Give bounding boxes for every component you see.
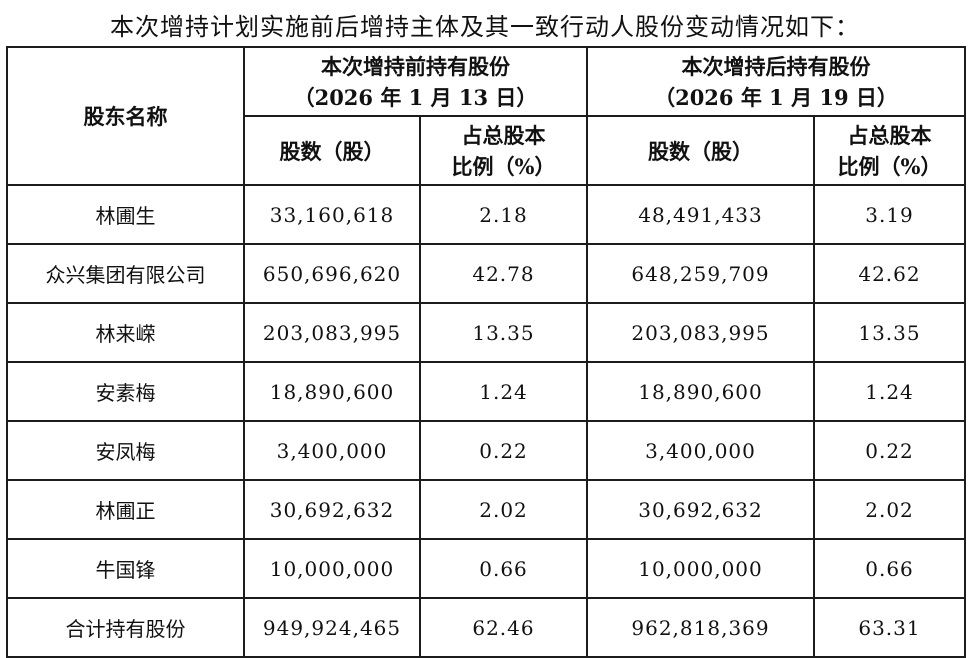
group-header-before-title: 本次增持前持有股份 — [321, 53, 510, 79]
cell-before-ratio: 62.46 — [419, 597, 588, 658]
cell-before-shares: 3,400,000 — [243, 420, 421, 481]
group-header-after: 本次增持后持有股份 （2026 年 1 月 19 日） — [586, 46, 966, 117]
cell-before-shares: 203,083,995 — [243, 302, 421, 363]
cell-after-ratio: 1.24 — [813, 361, 966, 422]
table-row-total: 合计持有股份 949,924,465 62.46 962,818,369 63.… — [6, 597, 966, 658]
shareholding-change-table: 股东名称 本次增持前持有股份 （2026 年 1 月 13 日） 本次增持后持有… — [6, 46, 966, 658]
col-header-shareholder: 股东名称 — [6, 46, 245, 186]
cell-before-ratio: 13.35 — [419, 302, 588, 363]
cell-after-shares: 203,083,995 — [586, 302, 815, 363]
group-header-after-date: （2026 年 1 月 19 日） — [654, 84, 898, 110]
cell-after-ratio: 63.31 — [813, 597, 966, 658]
cell-after-shares: 30,692,632 — [586, 479, 815, 540]
cell-shareholder-name: 安凤梅 — [6, 420, 245, 481]
cell-before-ratio: 2.18 — [419, 184, 588, 245]
col-header-ratio-after: 占总股本 比例（%） — [813, 115, 966, 186]
cell-after-ratio: 0.66 — [813, 538, 966, 599]
cell-before-ratio: 42.78 — [419, 243, 588, 304]
cell-after-shares: 18,890,600 — [586, 361, 815, 422]
table-row: 林圃生 33,160,618 2.18 48,491,433 3.19 — [6, 184, 966, 245]
ratio-before-line2: 比例（%） — [451, 153, 556, 179]
cell-shareholder-name: 林圃正 — [6, 479, 245, 540]
cell-after-shares: 962,818,369 — [586, 597, 815, 658]
table-row: 林圃正 30,692,632 2.02 30,692,632 2.02 — [6, 479, 966, 540]
table-row: 安素梅 18,890,600 1.24 18,890,600 1.24 — [6, 361, 966, 422]
col-header-shares-before: 股数（股） — [243, 115, 421, 186]
cell-before-shares: 650,696,620 — [243, 243, 421, 304]
cell-shareholder-name: 合计持有股份 — [6, 597, 245, 658]
cell-after-ratio: 3.19 — [813, 184, 966, 245]
cell-after-ratio: 42.62 — [813, 243, 966, 304]
cell-after-ratio: 2.02 — [813, 479, 966, 540]
cell-before-shares: 949,924,465 — [243, 597, 421, 658]
cell-before-ratio: 0.22 — [419, 420, 588, 481]
page-title: 本次增持计划实施前后增持主体及其一致行动人股份变动情况如下： — [110, 13, 860, 41]
cell-before-shares: 30,692,632 — [243, 479, 421, 540]
header-sub-row: 股数（股） 占总股本 比例（%） 股数（股） 占总股本 比例（%） — [7, 115, 966, 186]
cell-before-shares: 10,000,000 — [243, 538, 421, 599]
cell-after-shares: 3,400,000 — [586, 420, 815, 481]
cell-after-shares: 648,259,709 — [586, 243, 815, 304]
group-header-before-date: （2026 年 1 月 13 日） — [293, 84, 538, 110]
cell-before-shares: 33,160,618 — [243, 184, 421, 245]
col-header-shares-after: 股数（股） — [586, 115, 815, 186]
ratio-before-line1: 占总股本 — [461, 122, 546, 148]
cell-before-ratio: 1.24 — [419, 361, 588, 422]
group-header-after-title: 本次增持后持有股份 — [681, 53, 871, 79]
table-row: 众兴集团有限公司 650,696,620 42.78 648,259,709 4… — [6, 243, 966, 304]
table-header: 股东名称 本次增持前持有股份 （2026 年 1 月 13 日） 本次增持后持有… — [6, 46, 966, 186]
cell-shareholder-name: 众兴集团有限公司 — [6, 243, 245, 304]
cell-after-shares: 10,000,000 — [586, 538, 815, 599]
group-header-before: 本次增持前持有股份 （2026 年 1 月 13 日） — [243, 46, 588, 117]
cell-before-shares: 18,890,600 — [243, 361, 421, 422]
cell-after-shares: 48,491,433 — [586, 184, 815, 245]
ratio-after-line2: 比例（%） — [837, 153, 942, 179]
ratio-after-line1: 占总股本 — [847, 122, 932, 148]
cell-after-ratio: 13.35 — [813, 302, 966, 363]
table-row: 林来嵘 203,083,995 13.35 203,083,995 13.35 — [6, 302, 966, 363]
cell-after-ratio: 0.22 — [813, 420, 966, 481]
cell-shareholder-name: 牛国锋 — [6, 538, 245, 599]
cell-shareholder-name: 林圃生 — [6, 184, 245, 245]
table-body: 林圃生 33,160,618 2.18 48,491,433 3.19 众兴集团… — [6, 184, 966, 658]
header-group-row: 股东名称 本次增持前持有股份 （2026 年 1 月 13 日） 本次增持后持有… — [6, 46, 966, 186]
col-header-ratio-before: 占总股本 比例（%） — [419, 115, 588, 186]
table-row: 安凤梅 3,400,000 0.22 3,400,000 0.22 — [6, 420, 966, 481]
table-row: 牛国锋 10,000,000 0.66 10,000,000 0.66 — [6, 538, 966, 599]
cell-shareholder-name: 林来嵘 — [6, 302, 245, 363]
cell-before-ratio: 0.66 — [419, 538, 588, 599]
cell-shareholder-name: 安素梅 — [6, 361, 245, 422]
cell-before-ratio: 2.02 — [419, 479, 588, 540]
